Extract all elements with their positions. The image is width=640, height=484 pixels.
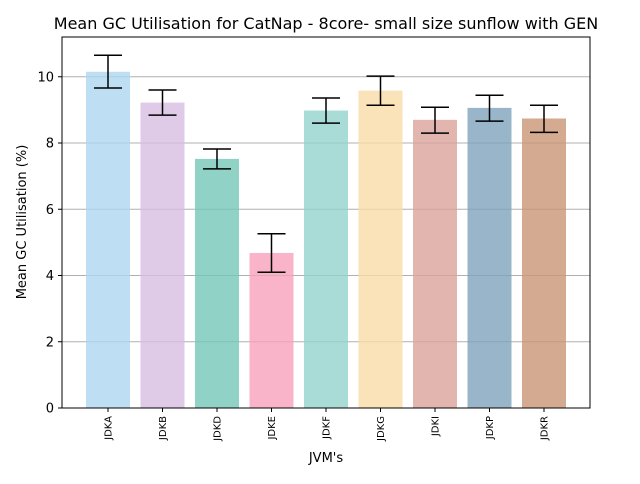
x-tick-label: JDKP bbox=[485, 416, 496, 440]
x-tick-label: JDKG bbox=[376, 416, 387, 442]
chart-title: Mean GC Utilisation for CatNap - 8core- … bbox=[54, 14, 598, 33]
x-tick-label: JDKB bbox=[158, 416, 169, 441]
error-bar-jdkp bbox=[475, 94, 504, 122]
y-axis-label: Mean GC Utilisation (%) bbox=[15, 145, 30, 300]
error-bar-jdka bbox=[94, 54, 122, 89]
bar-jdkg bbox=[358, 90, 403, 408]
error-bar-jdkf bbox=[312, 97, 340, 124]
error-bars bbox=[94, 54, 558, 273]
bars bbox=[86, 71, 566, 409]
error-bar-jdki bbox=[421, 106, 449, 134]
error-bar-jdkb bbox=[148, 89, 177, 116]
x-tick-label: JDKR bbox=[540, 416, 551, 441]
bar-jdka bbox=[86, 71, 130, 408]
bar-jdkb bbox=[140, 102, 185, 409]
y-tick-label: 2 bbox=[46, 335, 54, 350]
bar-jdkf bbox=[304, 110, 348, 408]
error-bar-jdkg bbox=[366, 75, 395, 106]
bar-jdki bbox=[413, 119, 457, 408]
y-tick-label: 4 bbox=[46, 269, 54, 284]
x-tick-label: JDKI bbox=[431, 416, 442, 437]
bar-jdkr bbox=[522, 118, 566, 409]
x-tick-label: JDKA bbox=[104, 416, 115, 441]
x-tick-label: JDKE bbox=[267, 416, 278, 441]
x-tick-label: JDKD bbox=[213, 416, 224, 442]
y-tick-label: 10 bbox=[37, 70, 54, 85]
y-tick-label: 8 bbox=[46, 137, 54, 152]
bar-jdkp bbox=[467, 107, 512, 408]
bar-jdkd bbox=[195, 158, 239, 408]
x-axis: JDKA JDKB JDKD JDKE JDKF JDKG JDKI JDKP JDKR bbox=[104, 408, 551, 442]
bar-jdke bbox=[249, 252, 294, 408]
error-bar-jdke bbox=[257, 233, 286, 273]
x-axis-label: JVM's bbox=[308, 451, 344, 466]
error-bar-jdkd bbox=[203, 148, 231, 170]
y-axis: 0 2 4 6 8 10 bbox=[37, 70, 62, 417]
y-tick-label: 6 bbox=[46, 203, 54, 218]
y-tick-label: 0 bbox=[46, 402, 54, 417]
x-tick-label: JDKF bbox=[322, 416, 333, 440]
error-bar-jdkr bbox=[530, 104, 558, 134]
